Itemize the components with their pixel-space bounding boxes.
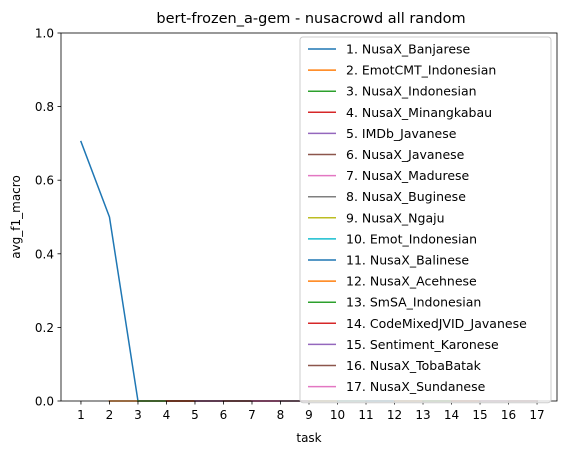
x-tick-label: 10 [330, 408, 345, 422]
legend-label-15: 15. Sentiment_Karonese [346, 337, 499, 352]
legend-label-10: 10. Emot_Indonesian [346, 231, 477, 246]
x-tick-label: 8 [277, 408, 285, 422]
chart-title: bert-frozen_a-gem - nusacrowd all random [156, 11, 465, 27]
x-tick-label: 1 [77, 408, 85, 422]
x-tick-label: 12 [387, 408, 402, 422]
legend-label-5: 5. IMDb_Javanese [346, 126, 457, 141]
legend-label-11: 11. NusaX_Balinese [346, 253, 469, 268]
legend-label-8: 8. NusaX_Buginese [346, 189, 466, 204]
legend: 1. NusaX_Banjarese 2. EmotCMT_Indonesian 3… [299, 36, 552, 404]
y-tick-label: 0.0 [35, 395, 54, 409]
x-tick-label: 16 [501, 408, 516, 422]
x-tick-label: 4 [163, 408, 171, 422]
legend-label-17: 17. NusaX_Sundanese [346, 379, 486, 394]
x-tick-label: 14 [444, 408, 459, 422]
x-tick-label: 13 [415, 408, 430, 422]
legend-label-9: 9. NusaX_Ngaju [346, 210, 445, 225]
legend-label-16: 16. NusaX_TobaBatak [346, 358, 482, 373]
legend-label-1: 1. NusaX_Banjarese [346, 42, 471, 57]
y-tick-label: 1.0 [35, 27, 54, 41]
y-axis-label: avg_f1_macro [9, 175, 23, 259]
legend-label-6: 6. NusaX_Javanese [346, 147, 465, 162]
x-tick-label: 7 [248, 408, 256, 422]
y-tick-label: 0.6 [35, 174, 54, 188]
y-tick-label: 0.2 [35, 321, 54, 335]
legend-label-4: 4. NusaX_Minangkabau [346, 105, 492, 120]
legend-box [299, 36, 552, 404]
x-tick-label: 2 [106, 408, 114, 422]
x-tick-label: 17 [529, 408, 544, 422]
y-tick-label: 0.4 [35, 247, 54, 261]
y-tick-label: 0.8 [35, 100, 54, 114]
x-tick-label: 15 [472, 408, 487, 422]
x-tick-label: 5 [191, 408, 199, 422]
legend-label-12: 12. NusaX_Acehnese [346, 274, 477, 289]
legend-label-13: 13. SmSA_Indonesian [346, 295, 481, 310]
legend-label-2: 2. EmotCMT_Indonesian [346, 63, 496, 78]
x-tick-label: 11 [358, 408, 373, 422]
legend-label-14: 14. CodeMixedJVID_Javanese [346, 316, 527, 331]
legend-label-7: 7. NusaX_Madurese [346, 168, 470, 183]
x-tick-label: 9 [305, 408, 313, 422]
x-tick-label: 3 [134, 408, 142, 422]
x-tick-label: 6 [220, 408, 228, 422]
legend-label-3: 3. NusaX_Indonesian [346, 84, 477, 99]
x-axis-label: task [296, 431, 321, 445]
